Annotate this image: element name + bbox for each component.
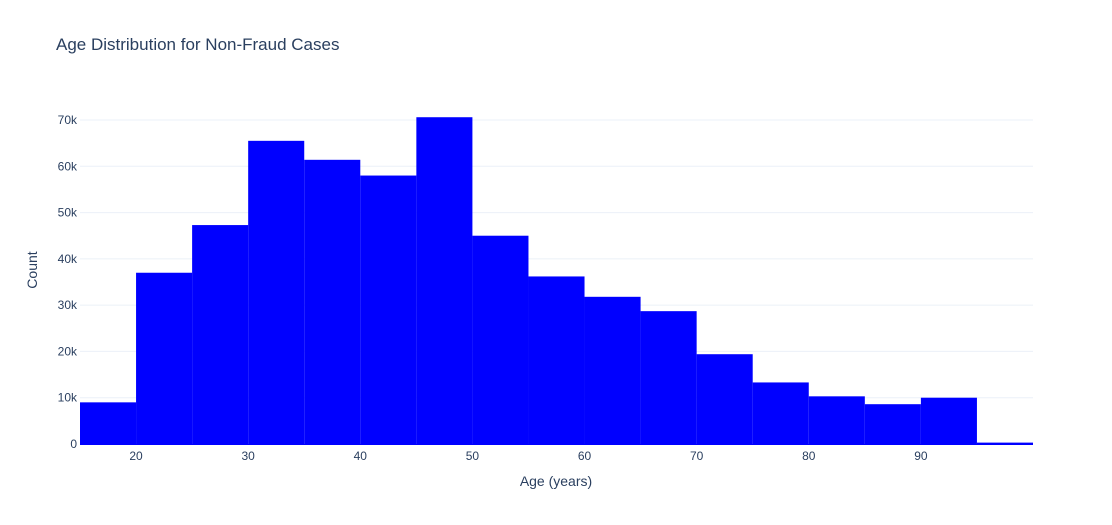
histogram-bar [584, 296, 641, 444]
histogram-bar [528, 276, 585, 444]
histogram-bar [192, 225, 249, 444]
histogram-bar [920, 397, 977, 444]
histogram-bar [80, 402, 137, 444]
histogram-bar [416, 117, 473, 445]
y-tick-label: 40k [58, 252, 78, 266]
x-axis-title: Age (years) [520, 473, 592, 489]
y-tick-label: 20k [58, 344, 78, 358]
y-axis-title: Count [24, 251, 40, 288]
x-tick-label: 90 [914, 449, 928, 463]
y-axis-ticks: 0 10k 20k 30k 40k 50k 60k 70k [58, 113, 78, 451]
histogram-bar [864, 404, 921, 444]
y-tick-label: 10k [58, 391, 78, 405]
x-tick-label: 40 [354, 449, 368, 463]
histogram-bar [808, 396, 865, 444]
x-axis-ticks: 20 30 40 50 60 70 80 90 [129, 449, 927, 463]
x-tick-label: 30 [241, 449, 255, 463]
x-tick-label: 50 [466, 449, 480, 463]
histogram-bar [976, 442, 1033, 444]
histogram-bar [472, 235, 529, 444]
y-tick-label: 60k [58, 159, 78, 173]
y-tick-label: 30k [58, 298, 78, 312]
bars [80, 117, 1033, 445]
y-tick-label: 50k [58, 206, 78, 220]
histogram-bar [360, 175, 417, 445]
histogram-bar [304, 159, 361, 444]
chart-title: Age Distribution for Non-Fraud Cases [56, 35, 339, 54]
y-tick-label: 0 [70, 437, 77, 451]
histogram-bar [640, 311, 697, 444]
histogram-bar [136, 272, 193, 444]
histogram-bar [752, 382, 809, 444]
x-tick-label: 80 [802, 449, 816, 463]
y-tick-label: 70k [58, 113, 78, 127]
x-tick-label: 20 [129, 449, 143, 463]
histogram-bar [696, 354, 753, 444]
x-tick-label: 60 [578, 449, 592, 463]
histogram-bar [248, 140, 305, 445]
x-tick-label: 70 [690, 449, 704, 463]
